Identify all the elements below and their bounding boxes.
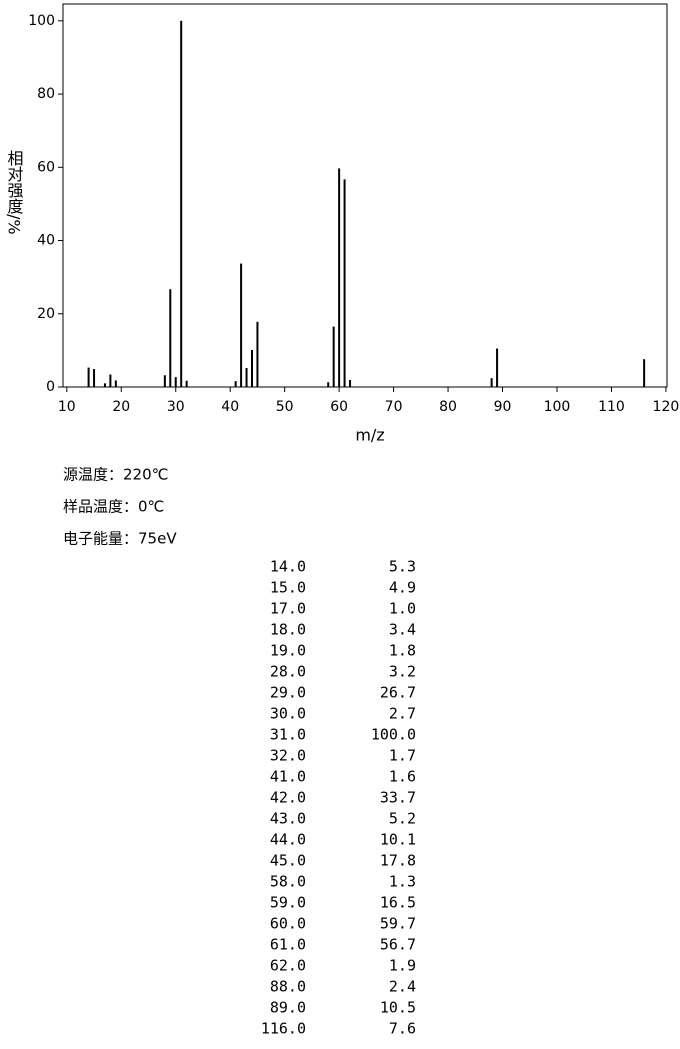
condition: 样品温度：0℃: [63, 498, 164, 516]
table-mz: 31.0: [270, 726, 306, 744]
x-tick-label: 30: [167, 399, 185, 415]
peak: [643, 359, 646, 387]
table-intensity: 1.6: [389, 768, 416, 786]
table-mz: 19.0: [270, 642, 306, 660]
x-tick-label: 10: [58, 399, 76, 415]
x-tick-label: 20: [112, 399, 130, 415]
table-intensity: 10.5: [380, 999, 416, 1017]
table-intensity: 1.7: [389, 747, 416, 765]
table-mz: 42.0: [270, 789, 306, 807]
y-tick-label: 20: [37, 306, 55, 322]
table-mz: 43.0: [270, 810, 306, 828]
peak: [185, 380, 188, 387]
peak: [180, 20, 183, 388]
peak: [174, 377, 177, 387]
peak: [256, 321, 259, 387]
table-intensity: 3.4: [389, 621, 416, 639]
table-intensity: 1.8: [389, 642, 416, 660]
table-mz: 17.0: [270, 600, 306, 618]
y-tick-label: 80: [37, 86, 55, 102]
table-mz: 61.0: [270, 936, 306, 954]
y-tick-label: 60: [37, 159, 55, 175]
x-tick-label: 50: [276, 399, 294, 415]
table-mz: 32.0: [270, 747, 306, 765]
x-tick-label: 60: [330, 399, 348, 415]
table-intensity: 33.7: [380, 789, 416, 807]
y-tick-label: 100: [28, 13, 55, 29]
table-mz: 29.0: [270, 684, 306, 702]
peak: [169, 289, 172, 387]
table-intensity: 2.7: [389, 705, 416, 723]
y-tick-label: 40: [37, 233, 55, 249]
table-intensity: 1.9: [389, 957, 416, 975]
x-axis-label: m/z: [355, 426, 384, 445]
table-intensity: 5.2: [389, 810, 416, 828]
peak: [349, 380, 352, 387]
peak: [496, 348, 499, 387]
table-mz: 44.0: [270, 831, 306, 849]
table-mz: 60.0: [270, 915, 306, 933]
peak: [332, 326, 335, 387]
table-intensity: 2.4: [389, 978, 416, 996]
table-mz: 88.0: [270, 978, 306, 996]
x-tick-label: 120: [653, 399, 680, 415]
table-mz: 15.0: [270, 579, 306, 597]
table-intensity: 17.8: [380, 852, 416, 870]
x-tick-label: 70: [385, 399, 403, 415]
peak: [343, 179, 346, 387]
table-intensity: 10.1: [380, 831, 416, 849]
peak: [114, 380, 117, 387]
peak: [245, 367, 248, 387]
peak: [103, 383, 106, 387]
peak: [250, 350, 253, 387]
peak: [234, 381, 237, 387]
table-mz: 58.0: [270, 873, 306, 891]
table-intensity: 5.3: [389, 558, 416, 576]
table-mz: 62.0: [270, 957, 306, 975]
table-mz: 45.0: [270, 852, 306, 870]
table-mz: 89.0: [270, 999, 306, 1017]
y-tick-label: 0: [46, 379, 55, 395]
table-mz: 116.0: [261, 1020, 306, 1038]
x-tick-label: 110: [598, 399, 625, 415]
table-mz: 14.0: [270, 558, 306, 576]
y-axis-label: 相对强度/%: [5, 150, 24, 235]
condition: 源温度：220℃: [63, 466, 168, 484]
table-mz: 30.0: [270, 705, 306, 723]
peak: [240, 263, 243, 387]
peak: [87, 367, 90, 387]
table-intensity: 1.3: [389, 873, 416, 891]
x-tick-label: 90: [494, 399, 512, 415]
table-intensity: 1.0: [389, 600, 416, 618]
table-intensity: 3.2: [389, 663, 416, 681]
peak: [93, 369, 96, 387]
peak: [109, 374, 112, 387]
table-intensity: 56.7: [380, 936, 416, 954]
x-tick-label: 40: [221, 399, 239, 415]
table-intensity: 59.7: [380, 915, 416, 933]
x-tick-label: 100: [544, 399, 571, 415]
peak: [338, 168, 341, 387]
table-mz: 28.0: [270, 663, 306, 681]
table-mz: 18.0: [270, 621, 306, 639]
condition: 电子能量：75eV: [63, 530, 177, 548]
table-mz: 41.0: [270, 768, 306, 786]
plot-frame: [62, 3, 668, 388]
peak: [327, 382, 330, 387]
table-intensity: 16.5: [380, 894, 416, 912]
table-intensity: 26.7: [380, 684, 416, 702]
table-intensity: 4.9: [389, 579, 416, 597]
x-tick-label: 80: [439, 399, 457, 415]
peak: [490, 378, 493, 387]
table-intensity: 7.6: [389, 1020, 416, 1038]
table-intensity: 100.0: [371, 726, 416, 744]
table-mz: 59.0: [270, 894, 306, 912]
peak: [163, 375, 166, 387]
